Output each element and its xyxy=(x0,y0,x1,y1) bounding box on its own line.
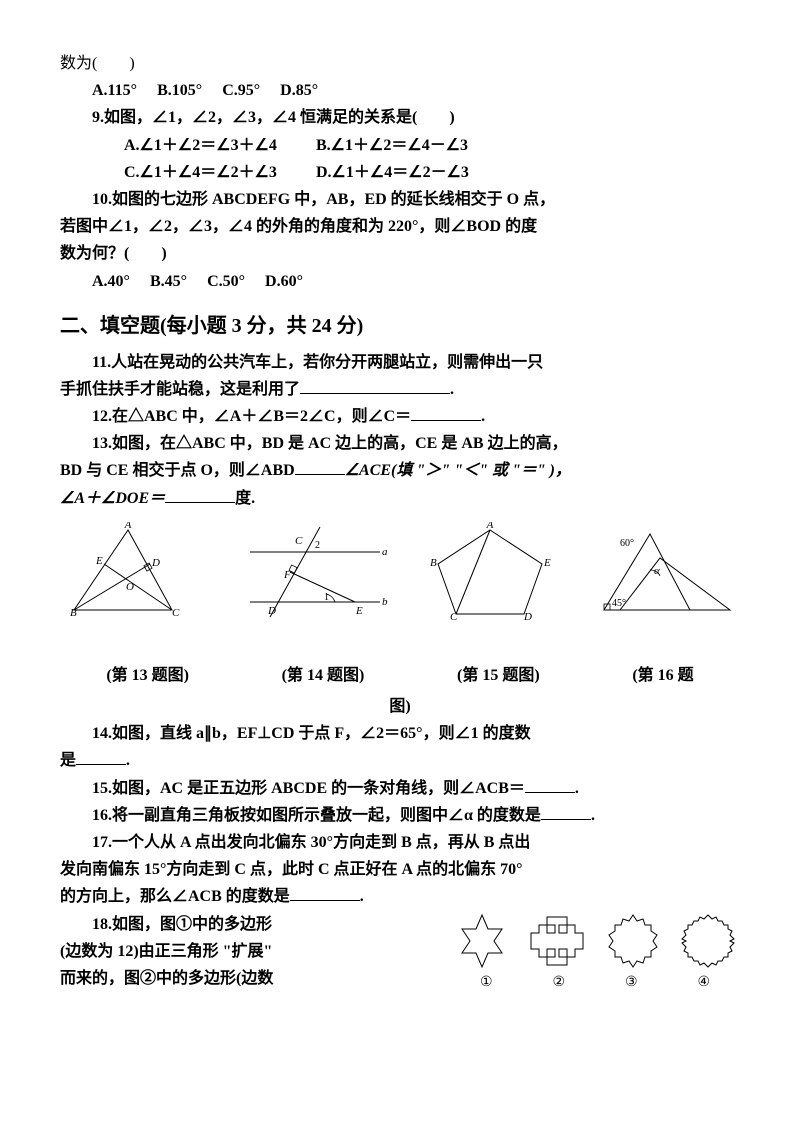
svg-text:B: B xyxy=(430,557,437,569)
q14-l1: 14.如图，直线 a∥b，EF⊥CD 于点 F，∠2＝65°，则∠1 的度数 xyxy=(60,720,740,747)
svg-text:b: b xyxy=(382,596,388,608)
q12-a: 12.在△ABC 中，∠A＋∠B＝2∠C，则∠C＝ xyxy=(92,408,411,425)
q10-l2: 若图中∠1，∠2，∠3，∠4 的外角的角度和为 220°，则∠BOD 的度 xyxy=(60,213,740,240)
shape-4 xyxy=(676,911,740,971)
q8-options: A.115° B.105° C.95° D.85° xyxy=(60,77,740,104)
q11-l1: 11.人站在晃动的公共汽车上，若你分开两腿站立，则需伸出一只 xyxy=(60,349,740,376)
cap-14: (第 14 题图) xyxy=(282,662,365,689)
svg-text:E: E xyxy=(543,557,551,569)
q9-opt-d: D.∠1＋∠4＝∠2－∠3 xyxy=(316,164,469,181)
svg-text:E: E xyxy=(95,555,103,567)
num-1: ① xyxy=(480,971,493,995)
q9-opt-b: B.∠1＋∠2＝∠4－∠3 xyxy=(316,137,468,154)
q13-l2a: BD 与 CE 相交于点 O，则∠ABD xyxy=(60,462,295,479)
q15-b: . xyxy=(575,780,579,797)
blank-q16[interactable] xyxy=(541,803,591,820)
q17-l3a: 的方向上，那么∠ACB 的度数是 xyxy=(60,888,290,905)
q14-l2a: 是 xyxy=(60,752,76,769)
shape-3 xyxy=(601,911,665,971)
svg-text:A: A xyxy=(124,522,132,531)
cap-16: (第 16 题 xyxy=(632,662,693,689)
q8-opt-b: B.105° xyxy=(157,82,202,99)
q8-opt-d: D.85° xyxy=(280,82,318,99)
q10-l3: 数为何？( ) xyxy=(60,240,740,267)
cap-13: (第 13 题图) xyxy=(106,662,189,689)
q9-opts-row1: A.∠1＋∠2＝∠3＋∠4 B.∠1＋∠2＝∠4－∠3 xyxy=(60,132,740,159)
num-2: ② xyxy=(552,971,565,995)
q16: 16.将一副直角三角板按如图所示叠放一起，则图中∠α 的度数是. xyxy=(60,802,740,829)
q13-l3: ∠A＋∠DOE＝ 度. xyxy=(60,485,740,512)
q13-l1: 13.如图，在△ABC 中，BD 是 AC 边上的高，CE 是 AB 边上的高， xyxy=(60,430,740,457)
svg-text:C: C xyxy=(172,607,180,619)
q16-a: 16.将一副直角三角板按如图所示叠放一起，则图中∠α 的度数是 xyxy=(92,807,541,824)
svg-text:a: a xyxy=(382,546,388,558)
fig-13: A B C E D O xyxy=(60,522,210,622)
q10-options: A.40° B.45° C.50° D.60° xyxy=(60,268,740,295)
q9-stem: 9.如图，∠1，∠2，∠3，∠4 恒满足的关系是( ) xyxy=(60,104,740,131)
q17-l3: 的方向上，那么∠ACB 的度数是. xyxy=(60,883,740,910)
q13-l2b: ∠ACE(填 "＞" "＜" 或 "＝" )， xyxy=(345,462,571,479)
shape-2 xyxy=(525,911,589,971)
q11-l2: 手抓住扶手才能站稳，这是利用了. xyxy=(60,376,740,403)
q8-opt-c: C.95° xyxy=(222,82,260,99)
q18-figures: ① ② ③ ④ xyxy=(450,911,740,995)
svg-text:D: D xyxy=(151,557,160,569)
svg-text:60°: 60° xyxy=(620,538,634,549)
svg-text:E: E xyxy=(355,605,363,617)
blank-q14[interactable] xyxy=(76,748,126,765)
q14-l2b: . xyxy=(126,752,130,769)
q12: 12.在△ABC 中，∠A＋∠B＝2∠C，则∠C＝. xyxy=(60,403,740,430)
num-4: ④ xyxy=(697,971,710,995)
num-3: ③ xyxy=(625,971,638,995)
q17-l2: 发向南偏东 15°方向走到 C 点，此时 C 点正好在 A 点的北偏东 70° xyxy=(60,856,740,883)
svg-text:D: D xyxy=(523,611,532,622)
q9-opts-row2: C.∠1＋∠4＝∠2＋∠3 D.∠1＋∠4＝∠2－∠3 xyxy=(60,159,740,186)
q9-opt-a: A.∠1＋∠2＝∠3＋∠4 xyxy=(92,132,312,159)
q11-l2b: . xyxy=(450,381,454,398)
svg-text:1: 1 xyxy=(324,592,329,603)
svg-text:2: 2 xyxy=(315,540,320,551)
q10-opt-b: B.45° xyxy=(150,273,187,290)
shape-1 xyxy=(450,911,514,971)
svg-text:C: C xyxy=(450,611,458,622)
cap-16b: 图) xyxy=(60,693,740,720)
blank-q13b[interactable] xyxy=(165,486,235,503)
q14-l2: 是. xyxy=(60,747,740,774)
q13-l3b: 度. xyxy=(235,490,255,507)
q13-l3a: ∠A＋∠DOE＝ xyxy=(60,490,165,507)
q11-l2a: 手抓住扶手才能站稳，这是利用了 xyxy=(60,381,300,398)
blank-q17[interactable] xyxy=(290,884,360,901)
q17-l3b: . xyxy=(360,888,364,905)
blank-q11[interactable] xyxy=(300,377,450,394)
q13-l2: BD 与 CE 相交于点 O，则∠ABD ∠ACE(填 "＞" "＜" 或 "＝"… xyxy=(60,457,740,484)
figure-row: A B C E D O a b C 2 F D E 1 A B E C xyxy=(60,522,740,622)
q15: 15.如图，AC 是正五边形 ABCDE 的一条对角线，则∠ACB＝. xyxy=(60,775,740,802)
svg-text:O: O xyxy=(126,581,134,593)
q8-stem-cont: 数为( ) xyxy=(60,50,740,77)
q9-opt-c: C.∠1＋∠4＝∠2＋∠3 xyxy=(92,159,312,186)
svg-text:D: D xyxy=(267,605,276,617)
blank-q15[interactable] xyxy=(525,776,575,793)
fig-16: 60° 45° α xyxy=(590,522,740,622)
q8-opt-a: A.115° xyxy=(92,82,137,99)
svg-text:B: B xyxy=(70,607,77,619)
q17-l1: 17.一个人从 A 点出发向北偏东 30°方向走到 B 点，再从 B 点出 xyxy=(60,829,740,856)
svg-text:C: C xyxy=(295,535,303,547)
svg-text:A: A xyxy=(486,522,494,531)
section2-title: 二、填空题(每小题 3 分，共 24 分) xyxy=(60,309,740,343)
svg-text:45°: 45° xyxy=(612,598,626,609)
blank-q13a[interactable] xyxy=(295,458,345,475)
blank-q12[interactable] xyxy=(411,404,481,421)
q15-a: 15.如图，AC 是正五边形 ABCDE 的一条对角线，则∠ACB＝ xyxy=(92,780,525,797)
q10-opt-c: C.50° xyxy=(207,273,245,290)
q12-b: . xyxy=(481,408,485,425)
q16-b: . xyxy=(591,807,595,824)
q10-opt-d: D.60° xyxy=(265,273,303,290)
q10-l1: 10.如图的七边形 ABCDEFG 中，AB，ED 的延长线相交于 O 点， xyxy=(60,186,740,213)
q10-opt-a: A.40° xyxy=(92,273,130,290)
fig-14: a b C 2 F D E 1 xyxy=(240,522,390,622)
cap-15: (第 15 题图) xyxy=(457,662,540,689)
figcaption-row: (第 13 题图) (第 14 题图) (第 15 题图) (第 16 题 xyxy=(60,662,740,689)
fig-15: A B E C D xyxy=(420,522,560,622)
